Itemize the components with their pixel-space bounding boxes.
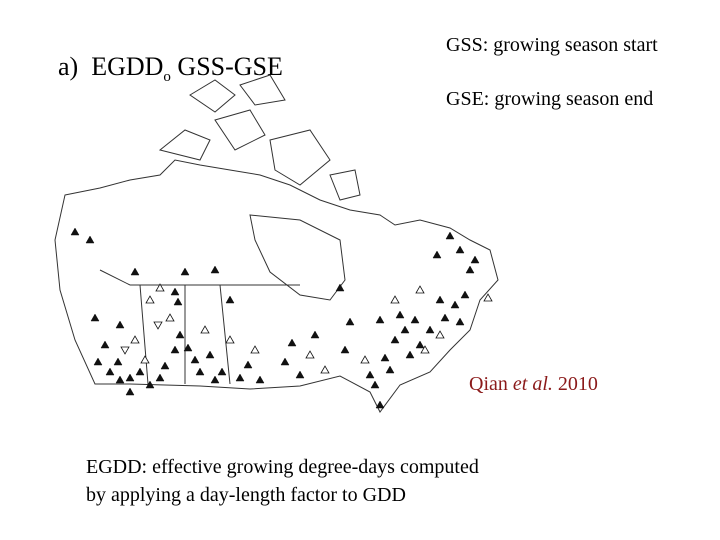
station-marker (235, 373, 245, 382)
station-marker (435, 295, 445, 304)
title-main: EGDD (91, 52, 164, 81)
station-marker (180, 267, 190, 276)
station-marker (385, 365, 395, 374)
station-marker (320, 365, 330, 374)
station-marker (100, 340, 110, 349)
station-marker (415, 340, 425, 349)
station-marker (415, 285, 425, 294)
station-marker (115, 375, 125, 384)
station-marker (85, 235, 95, 244)
station-marker (460, 290, 470, 299)
station-marker (175, 330, 185, 339)
station-marker (345, 317, 355, 326)
station-marker (287, 338, 297, 347)
station-marker (400, 325, 410, 334)
legend-item: GSS: growing season start (446, 34, 658, 56)
station-marker (455, 317, 465, 326)
station-marker (205, 350, 215, 359)
station-marker (70, 227, 80, 236)
station-marker (390, 335, 400, 344)
station-marker (113, 357, 123, 366)
station-marker (380, 353, 390, 362)
station-marker (173, 297, 183, 306)
station-marker (145, 295, 155, 304)
station-marker (170, 345, 180, 354)
station-marker (183, 343, 193, 352)
station-marker (155, 283, 165, 292)
station-marker (145, 380, 155, 389)
station-marker (190, 355, 200, 364)
panel-label: a) (58, 52, 79, 81)
station-marker (360, 355, 370, 364)
station-marker (200, 325, 210, 334)
station-marker (165, 313, 175, 322)
station-marker (483, 293, 493, 302)
station-marker (155, 373, 165, 382)
station-marker (390, 295, 400, 304)
station-marker (455, 245, 465, 254)
station-markers (70, 227, 493, 409)
station-marker (395, 310, 405, 319)
station-marker (105, 367, 115, 376)
citation-etal: et al. (512, 373, 553, 395)
station-marker (195, 367, 205, 376)
station-marker (440, 313, 450, 322)
station-marker (90, 313, 100, 322)
station-marker (425, 325, 435, 334)
station-marker (375, 400, 385, 409)
station-marker (405, 350, 415, 359)
legend-item: GSE: growing season end (446, 88, 654, 110)
station-marker (210, 265, 220, 274)
station-marker (125, 387, 135, 396)
station-marker (160, 361, 170, 370)
station-marker (295, 370, 305, 379)
title-rest: GSS-GSE (177, 52, 283, 81)
station-marker (225, 295, 235, 304)
panel-title: a) EGDDo GSS-GSE (58, 52, 283, 86)
station-marker (243, 360, 253, 369)
citation-year: 2010 (557, 373, 598, 395)
station-marker (465, 265, 475, 274)
station-marker (115, 320, 125, 329)
station-marker (450, 300, 460, 309)
station-marker (120, 346, 130, 355)
station-marker (335, 283, 345, 292)
station-marker (255, 375, 265, 384)
citation-author: Qian (469, 373, 508, 395)
station-marker (420, 345, 430, 354)
station-marker (225, 335, 235, 344)
station-marker (470, 255, 480, 264)
caption-line: by applying a day-length factor to GDD (86, 484, 406, 506)
title-sub: o (163, 69, 171, 86)
station-marker (125, 373, 135, 382)
station-marker (370, 380, 380, 389)
station-marker (135, 367, 145, 376)
station-marker (445, 231, 455, 240)
station-marker (217, 367, 227, 376)
map-outline (54, 74, 499, 413)
station-marker (130, 335, 140, 344)
station-marker (410, 315, 420, 324)
station-marker (250, 345, 260, 354)
station-marker (432, 250, 442, 259)
station-marker (153, 321, 163, 330)
station-marker (305, 350, 315, 359)
station-marker (365, 370, 375, 379)
station-marker (280, 357, 290, 366)
station-marker (93, 357, 103, 366)
station-marker (170, 287, 180, 296)
station-marker (375, 315, 385, 324)
station-marker (340, 345, 350, 354)
citation: Qian et al. 2010 (469, 373, 598, 396)
station-marker (140, 355, 150, 364)
caption-line: EGDD: effective growing degree-days comp… (86, 456, 479, 478)
station-marker (210, 375, 220, 384)
station-marker (130, 267, 140, 276)
station-marker (310, 330, 320, 339)
station-marker (435, 330, 445, 339)
